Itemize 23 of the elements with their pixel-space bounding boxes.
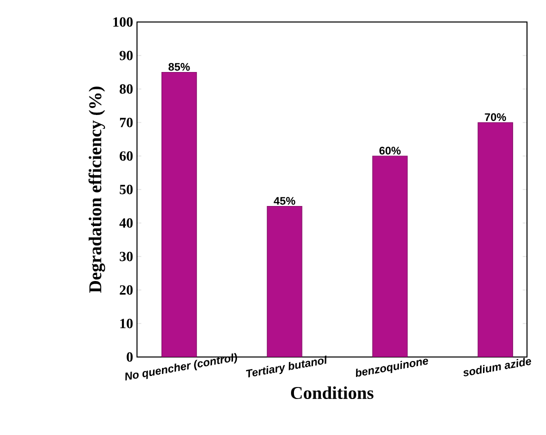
y-tick-label: 90 [120, 50, 133, 60]
data-label: 60% [379, 146, 401, 155]
x-tick-label: Tertiary butanol [246, 356, 326, 378]
y-tick-label: 70 [120, 118, 133, 128]
data-label: 45% [274, 197, 296, 205]
y-tick-label: 50 [120, 184, 133, 194]
y-tick-label: 80 [120, 84, 133, 94]
x-axis-title: Conditions [291, 386, 374, 400]
y-tick-label: 10 [120, 318, 133, 328]
y-tick-label: 40 [119, 218, 133, 228]
y-tick-label: 0 [126, 352, 133, 362]
bar [266, 206, 302, 357]
y-tick-label: 100 [113, 17, 133, 27]
y-tick-label: 60 [120, 151, 133, 161]
y-tick-label: 20 [120, 285, 133, 295]
bar [478, 122, 514, 357]
bar [372, 156, 408, 357]
y-axis-title: Degradation efficiency (%) [88, 86, 106, 293]
x-tick-label: benzoquinone [356, 358, 428, 377]
data-label: 70% [484, 113, 506, 122]
x-tick-label: sodium azide [463, 358, 532, 376]
data-label: 85% [168, 63, 190, 71]
y-tick-label: 30 [120, 252, 133, 262]
